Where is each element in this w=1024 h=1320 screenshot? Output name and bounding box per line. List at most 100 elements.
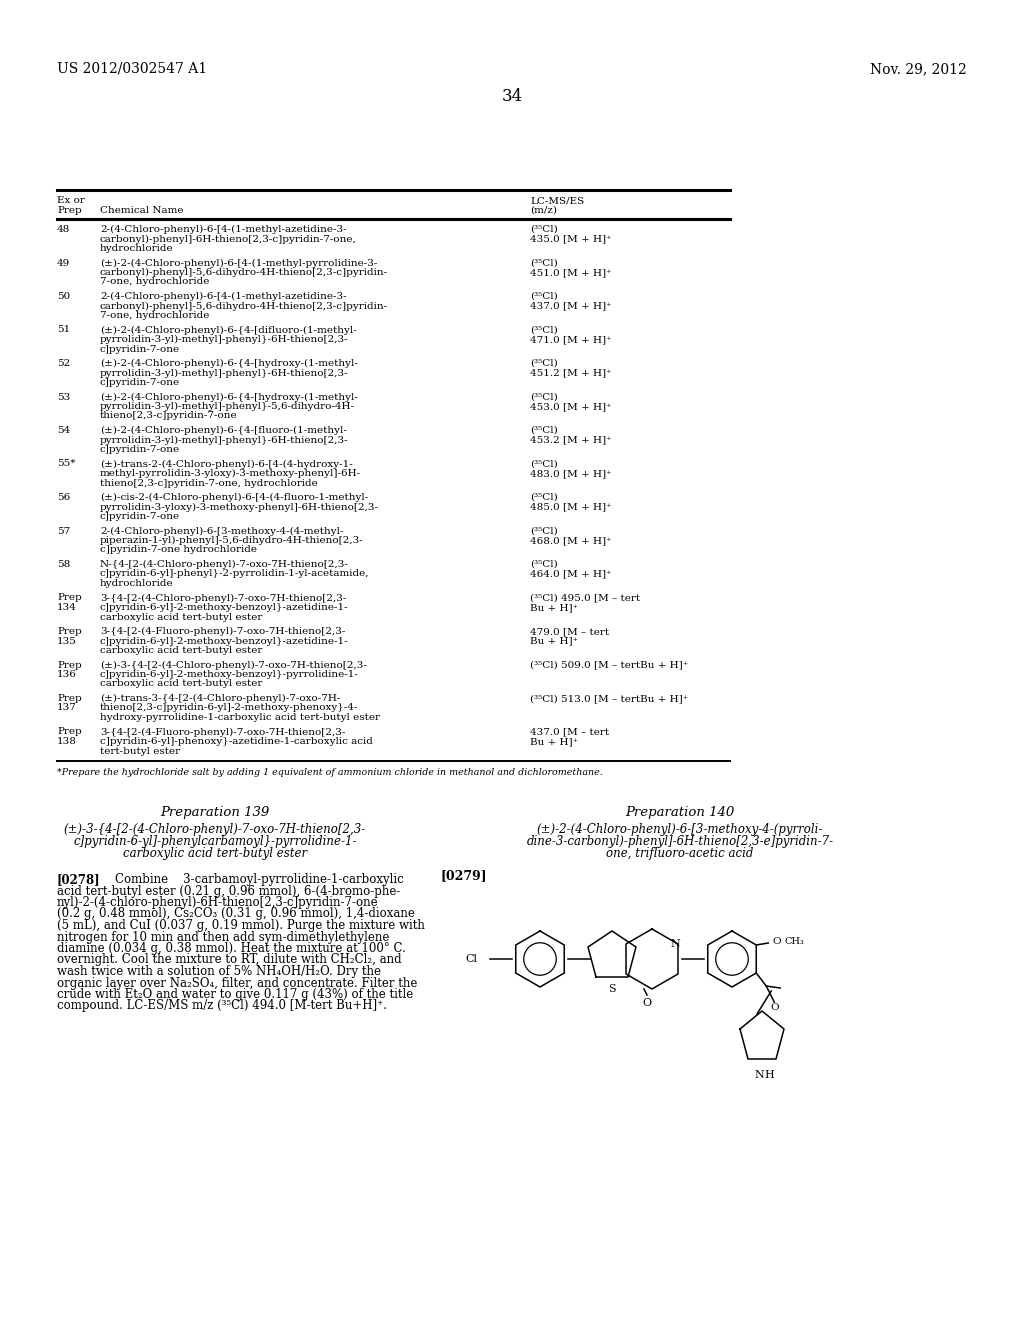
Text: [0278]: [0278] (57, 873, 100, 886)
Text: c]pyridin-7-one: c]pyridin-7-one (100, 512, 180, 521)
Text: Chemical Name: Chemical Name (100, 206, 183, 215)
Text: 2-(4-Chloro-phenyl)-6-[4-(1-methyl-azetidine-3-: 2-(4-Chloro-phenyl)-6-[4-(1-methyl-azeti… (100, 292, 347, 301)
Text: 55*: 55* (57, 459, 76, 469)
Text: (³⁵Cl): (³⁵Cl) (530, 392, 558, 401)
Text: (±)-cis-2-(4-Chloro-phenyl)-6-[4-(4-fluoro-1-methyl-: (±)-cis-2-(4-Chloro-phenyl)-6-[4-(4-fluo… (100, 492, 369, 502)
Text: 134: 134 (57, 603, 77, 612)
Text: Preparation 140: Preparation 140 (626, 807, 734, 818)
Text: (±)-2-(4-Chloro-phenyl)-6-[3-methoxy-4-(pyrroli-: (±)-2-(4-Chloro-phenyl)-6-[3-methoxy-4-(… (537, 822, 823, 836)
Text: (±)-2-(4-Chloro-phenyl)-6-{4-[hydroxy-(1-methyl-: (±)-2-(4-Chloro-phenyl)-6-{4-[hydroxy-(1… (100, 359, 357, 368)
Text: carboxylic acid tert-butyl ester: carboxylic acid tert-butyl ester (123, 847, 307, 861)
Text: overnight. Cool the mixture to RT, dilute with CH₂Cl₂, and: overnight. Cool the mixture to RT, dilut… (57, 953, 401, 966)
Text: (±)-2-(4-Chloro-phenyl)-6-[4-(1-methyl-pyrrolidine-3-: (±)-2-(4-Chloro-phenyl)-6-[4-(1-methyl-p… (100, 259, 378, 268)
Text: 464.0 [M + H]⁺: 464.0 [M + H]⁺ (530, 569, 611, 578)
Text: 483.0 [M + H]⁺: 483.0 [M + H]⁺ (530, 469, 611, 478)
Text: (±)-3-{4-[2-(4-Chloro-phenyl)-7-oxo-7H-thieno[2,3-: (±)-3-{4-[2-(4-Chloro-phenyl)-7-oxo-7H-t… (100, 660, 367, 669)
Text: pyrrolidin-3-yl)-methyl]-phenyl}-5,6-dihydro-4H-: pyrrolidin-3-yl)-methyl]-phenyl}-5,6-dih… (100, 403, 355, 411)
Text: crude with Et₂O and water to give 0.117 g (43%) of the title: crude with Et₂O and water to give 0.117 … (57, 987, 414, 1001)
Text: 135: 135 (57, 636, 77, 645)
Text: (³⁵Cl): (³⁵Cl) (530, 527, 558, 536)
Text: 471.0 [M + H]⁺: 471.0 [M + H]⁺ (530, 335, 611, 345)
Text: 50: 50 (57, 292, 71, 301)
Text: c]pyridin-6-yl]-2-methoxy-benzoyl}-pyrrolidine-1-: c]pyridin-6-yl]-2-methoxy-benzoyl}-pyrro… (100, 671, 358, 678)
Text: pyrrolidin-3-yloxy)-3-methoxy-phenyl]-6H-thieno[2,3-: pyrrolidin-3-yloxy)-3-methoxy-phenyl]-6H… (100, 503, 379, 512)
Text: 3-{4-[2-(4-Fluoro-phenyl)-7-oxo-7H-thieno[2,3-: 3-{4-[2-(4-Fluoro-phenyl)-7-oxo-7H-thien… (100, 627, 345, 636)
Text: Preparation 139: Preparation 139 (161, 807, 269, 818)
Text: H: H (764, 1071, 774, 1080)
Text: (±)-2-(4-Chloro-phenyl)-6-{4-[difluoro-(1-methyl-: (±)-2-(4-Chloro-phenyl)-6-{4-[difluoro-(… (100, 326, 356, 335)
Text: c]pyridin-6-yl]-2-methoxy-benzoyl}-azetidine-1-: c]pyridin-6-yl]-2-methoxy-benzoyl}-azeti… (100, 603, 348, 612)
Text: Bu + H]⁺: Bu + H]⁺ (530, 636, 579, 645)
Text: N-{4-[2-(4-Chloro-phenyl)-7-oxo-7H-thieno[2,3-: N-{4-[2-(4-Chloro-phenyl)-7-oxo-7H-thien… (100, 560, 349, 569)
Text: thieno[2,3-c]pyridin-6-yl]-2-methoxy-phenoxy}-4-: thieno[2,3-c]pyridin-6-yl]-2-methoxy-phe… (100, 704, 358, 713)
Text: nitrogen for 10 min and then add sym-dimethylethylene: nitrogen for 10 min and then add sym-dim… (57, 931, 389, 944)
Text: 58: 58 (57, 560, 71, 569)
Text: hydrochloride: hydrochloride (100, 244, 174, 253)
Text: 485.0 [M + H]⁺: 485.0 [M + H]⁺ (530, 503, 611, 511)
Text: 3-{4-[2-(4-Chloro-phenyl)-7-oxo-7H-thieno[2,3-: 3-{4-[2-(4-Chloro-phenyl)-7-oxo-7H-thien… (100, 594, 346, 603)
Text: carboxylic acid tert-butyl ester: carboxylic acid tert-butyl ester (100, 680, 262, 689)
Text: *Prepare the hydrochloride salt by adding 1 equivalent of ammonium chloride in m: *Prepare the hydrochloride salt by addin… (57, 768, 603, 777)
Text: acid tert-butyl ester (0.21 g, 0.96 mmol), 6-(4-bromo-phe-: acid tert-butyl ester (0.21 g, 0.96 mmol… (57, 884, 400, 898)
Text: carbonyl)-phenyl]-5,6-dihydro-4H-thieno[2,3-c]pyridin-: carbonyl)-phenyl]-5,6-dihydro-4H-thieno[… (100, 268, 388, 277)
Text: (0.2 g, 0.48 mmol), Cs₂CO₃ (0.31 g, 0.96 mmol), 1,4-dioxane: (0.2 g, 0.48 mmol), Cs₂CO₃ (0.31 g, 0.96… (57, 908, 415, 920)
Text: Combine    3-carbamoyl-pyrrolidine-1-carboxylic: Combine 3-carbamoyl-pyrrolidine-1-carbox… (115, 873, 403, 886)
Text: diamine (0.034 g, 0.38 mmol). Heat the mixture at 100° C.: diamine (0.034 g, 0.38 mmol). Heat the m… (57, 942, 406, 954)
Text: 49: 49 (57, 259, 71, 268)
Text: S: S (608, 983, 615, 994)
Text: 56: 56 (57, 492, 71, 502)
Text: (³⁵Cl): (³⁵Cl) (530, 326, 558, 334)
Text: Prep: Prep (57, 594, 82, 602)
Text: c]pyridin-7-one: c]pyridin-7-one (100, 345, 180, 354)
Text: c]pyridin-6-yl]-phenoxy}-azetidine-1-carboxylic acid: c]pyridin-6-yl]-phenoxy}-azetidine-1-car… (100, 737, 373, 746)
Text: methyl-pyrrolidin-3-yloxy)-3-methoxy-phenyl]-6H-: methyl-pyrrolidin-3-yloxy)-3-methoxy-phe… (100, 469, 361, 478)
Text: 52: 52 (57, 359, 71, 368)
Text: (³⁵Cl): (³⁵Cl) (530, 224, 558, 234)
Text: 48: 48 (57, 224, 71, 234)
Text: (³⁵Cl): (³⁵Cl) (530, 426, 558, 436)
Text: nyl)-2-(4-chloro-phenyl)-6H-thieno[2,3-c]pyridin-7-one: nyl)-2-(4-chloro-phenyl)-6H-thieno[2,3-c… (57, 896, 379, 909)
Text: US 2012/0302547 A1: US 2012/0302547 A1 (57, 62, 207, 77)
Text: LC-MS/ES: LC-MS/ES (530, 195, 585, 205)
Text: 3-{4-[2-(4-Fluoro-phenyl)-7-oxo-7H-thieno[2,3-: 3-{4-[2-(4-Fluoro-phenyl)-7-oxo-7H-thien… (100, 727, 345, 737)
Text: (³⁵Cl): (³⁵Cl) (530, 359, 558, 368)
Text: pyrrolidin-3-yl)-methyl]-phenyl}-6H-thieno[2,3-: pyrrolidin-3-yl)-methyl]-phenyl}-6H-thie… (100, 436, 348, 445)
Text: Prep: Prep (57, 627, 82, 636)
Text: carbonyl)-phenyl]-5,6-dihydro-4H-thieno[2,3-c]pyridin-: carbonyl)-phenyl]-5,6-dihydro-4H-thieno[… (100, 301, 388, 310)
Text: N: N (670, 939, 680, 949)
Text: (±)-3-{4-[2-(4-Chloro-phenyl)-7-oxo-7H-thieno[2,3-: (±)-3-{4-[2-(4-Chloro-phenyl)-7-oxo-7H-t… (63, 822, 367, 836)
Text: 2-(4-Chloro-phenyl)-6-[3-methoxy-4-(4-methyl-: 2-(4-Chloro-phenyl)-6-[3-methoxy-4-(4-me… (100, 527, 343, 536)
Text: tert-butyl ester: tert-butyl ester (100, 747, 180, 755)
Text: (³⁵Cl): (³⁵Cl) (530, 459, 558, 469)
Text: 2-(4-Chloro-phenyl)-6-[4-(1-methyl-azetidine-3-: 2-(4-Chloro-phenyl)-6-[4-(1-methyl-azeti… (100, 224, 347, 234)
Text: Nov. 29, 2012: Nov. 29, 2012 (870, 62, 967, 77)
Text: [0279]: [0279] (440, 869, 486, 882)
Text: c]pyridin-6-yl]-phenyl}-2-pyrrolidin-1-yl-acetamide,: c]pyridin-6-yl]-phenyl}-2-pyrrolidin-1-y… (100, 569, 370, 578)
Text: (³⁵Cl) 495.0 [M – tert: (³⁵Cl) 495.0 [M – tert (530, 594, 640, 602)
Text: compound. LC-ES/MS m/z (³⁵Cl) 494.0 [M-tert Bu+H]⁺.: compound. LC-ES/MS m/z (³⁵Cl) 494.0 [M-t… (57, 999, 387, 1012)
Text: (±)-trans-2-(4-Chloro-phenyl)-6-[4-(4-hydroxy-1-: (±)-trans-2-(4-Chloro-phenyl)-6-[4-(4-hy… (100, 459, 352, 469)
Text: (³⁵Cl): (³⁵Cl) (530, 492, 558, 502)
Text: O: O (642, 998, 651, 1008)
Text: wash twice with a solution of 5% NH₄OH/H₂O. Dry the: wash twice with a solution of 5% NH₄OH/H… (57, 965, 381, 978)
Text: N: N (754, 1071, 764, 1080)
Text: (±)-2-(4-Chloro-phenyl)-6-{4-[fluoro-(1-methyl-: (±)-2-(4-Chloro-phenyl)-6-{4-[fluoro-(1-… (100, 426, 347, 436)
Text: (³⁵Cl): (³⁵Cl) (530, 560, 558, 569)
Text: 136: 136 (57, 671, 77, 678)
Text: 451.2 [M + H]⁺: 451.2 [M + H]⁺ (530, 368, 611, 378)
Text: (³⁵Cl): (³⁵Cl) (530, 259, 558, 268)
Text: Prep: Prep (57, 206, 82, 215)
Text: 7-one, hydrochloride: 7-one, hydrochloride (100, 277, 209, 286)
Text: carboxylic acid tert-butyl ester: carboxylic acid tert-butyl ester (100, 612, 262, 622)
Text: pyrrolidin-3-yl)-methyl]-phenyl}-6H-thieno[2,3-: pyrrolidin-3-yl)-methyl]-phenyl}-6H-thie… (100, 368, 348, 378)
Text: (³⁵Cl) 509.0 [M – tertBu + H]⁺: (³⁵Cl) 509.0 [M – tertBu + H]⁺ (530, 660, 688, 669)
Text: 435.0 [M + H]⁺: 435.0 [M + H]⁺ (530, 235, 611, 243)
Text: Ex or: Ex or (57, 195, 85, 205)
Text: c]pyridin-7-one hydrochloride: c]pyridin-7-one hydrochloride (100, 545, 257, 554)
Text: Cl: Cl (465, 954, 477, 964)
Text: 437.0 [M + H]⁺: 437.0 [M + H]⁺ (530, 301, 611, 310)
Text: CH₃: CH₃ (784, 936, 804, 945)
Text: Prep: Prep (57, 727, 82, 737)
Text: (±)-trans-3-{4-[2-(4-Chloro-phenyl)-7-oxo-7H-: (±)-trans-3-{4-[2-(4-Chloro-phenyl)-7-ox… (100, 694, 340, 704)
Text: (5 mL), and CuI (0.037 g, 0.19 mmol). Purge the mixture with: (5 mL), and CuI (0.037 g, 0.19 mmol). Pu… (57, 919, 425, 932)
